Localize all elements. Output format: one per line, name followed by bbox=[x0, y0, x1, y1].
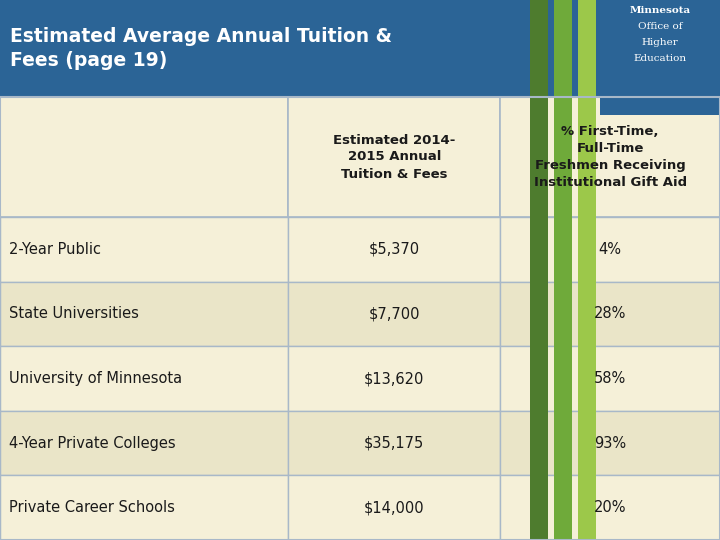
Text: $13,620: $13,620 bbox=[364, 371, 424, 386]
Text: 4-Year Private Colleges: 4-Year Private Colleges bbox=[9, 436, 176, 450]
Bar bbox=[288, 97, 500, 217]
Bar bbox=[288, 475, 500, 540]
Text: $14,000: $14,000 bbox=[364, 500, 425, 515]
Bar bbox=[600, 0, 720, 115]
Bar bbox=[530, 0, 548, 540]
Bar bbox=[500, 411, 720, 475]
Bar bbox=[0, 0, 720, 97]
Text: 2-Year Public: 2-Year Public bbox=[9, 242, 101, 257]
Text: 93%: 93% bbox=[594, 436, 626, 450]
Text: % First-Time,
Full-Time
Freshmen Receiving
Institutional Gift Aid: % First-Time, Full-Time Freshmen Receivi… bbox=[534, 125, 687, 189]
Bar bbox=[578, 0, 596, 540]
Bar bbox=[500, 475, 720, 540]
Text: Private Career Schools: Private Career Schools bbox=[9, 500, 175, 515]
Bar bbox=[0, 475, 288, 540]
Text: 4%: 4% bbox=[599, 242, 621, 257]
Text: Estimated Average Annual Tuition &
Fees (page 19): Estimated Average Annual Tuition & Fees … bbox=[10, 27, 392, 70]
Bar bbox=[288, 217, 500, 281]
Bar bbox=[0, 217, 288, 281]
Text: Higher: Higher bbox=[642, 38, 678, 47]
Bar bbox=[0, 346, 288, 411]
Bar bbox=[0, 97, 288, 217]
Text: $7,700: $7,700 bbox=[369, 306, 420, 321]
Text: $5,370: $5,370 bbox=[369, 242, 420, 257]
Bar bbox=[500, 281, 720, 346]
Bar bbox=[288, 346, 500, 411]
Text: 28%: 28% bbox=[594, 306, 626, 321]
Text: Minnesota: Minnesota bbox=[629, 6, 690, 15]
Text: State Universities: State Universities bbox=[9, 306, 139, 321]
Text: 20%: 20% bbox=[594, 500, 626, 515]
Bar bbox=[0, 411, 288, 475]
Bar bbox=[0, 97, 720, 540]
Bar bbox=[288, 281, 500, 346]
Bar bbox=[500, 97, 720, 217]
Text: Education: Education bbox=[634, 54, 687, 63]
Text: Office of: Office of bbox=[638, 22, 683, 31]
Bar bbox=[500, 217, 720, 281]
Text: University of Minnesota: University of Minnesota bbox=[9, 371, 182, 386]
Text: 58%: 58% bbox=[594, 371, 626, 386]
Bar bbox=[554, 0, 572, 540]
Bar bbox=[500, 346, 720, 411]
Bar bbox=[288, 411, 500, 475]
Text: $35,175: $35,175 bbox=[364, 436, 424, 450]
Text: Estimated 2014-
2015 Annual
Tuition & Fees: Estimated 2014- 2015 Annual Tuition & Fe… bbox=[333, 133, 455, 180]
Bar bbox=[0, 281, 288, 346]
